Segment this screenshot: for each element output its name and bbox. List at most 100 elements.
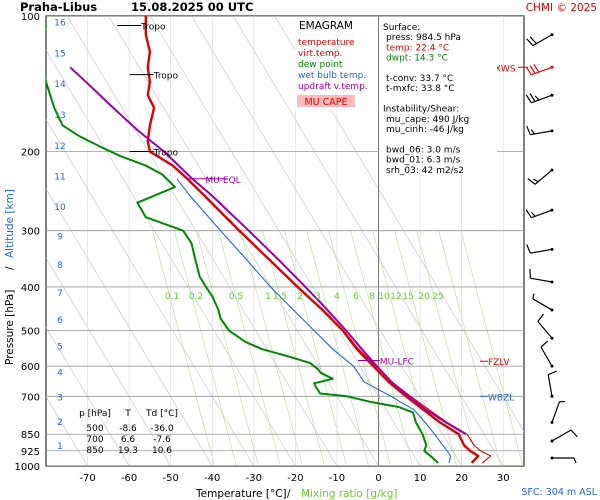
series-updraft-v-temp--line <box>69 66 467 436</box>
wind-barb-station <box>550 247 554 251</box>
mixing-ratio-label: 6 <box>353 292 359 302</box>
wind-barb-feather <box>531 211 536 217</box>
wind-barb-staff <box>540 346 553 367</box>
altitude-tick-label: 16 <box>54 18 66 28</box>
table-cell: 19.3 <box>118 446 138 456</box>
wind-barb-staff <box>531 94 553 104</box>
table-cell: 6.6 <box>121 435 136 445</box>
mixing-ratio-label: 15 <box>402 292 413 302</box>
wind-barb-feather <box>529 93 536 102</box>
y-tick-label: 200 <box>21 147 40 158</box>
info-panel <box>379 17 497 175</box>
y-tick-label: 300 <box>21 227 40 238</box>
profile-lines <box>46 16 492 464</box>
temperature-guide-line <box>46 188 213 466</box>
mixing-ratio-line <box>240 230 303 466</box>
temperature-guide-line <box>46 326 130 466</box>
mixing-ratio-label: 4 <box>334 292 340 302</box>
fzlv-label: FZLV <box>488 358 510 368</box>
info-line: srh_03: 42 m2/s2 <box>386 166 464 176</box>
altitude-tick-label: 9 <box>57 233 63 243</box>
x-tick-label: 20 <box>455 473 468 484</box>
wind-barb-feather <box>547 370 557 376</box>
altitude-tick-label: 6 <box>57 316 63 326</box>
series-wet-bulb-temp--line <box>176 178 451 463</box>
mixing-ratio-line <box>284 230 347 466</box>
mu-cape-badge <box>297 95 355 107</box>
wind-barb-staff <box>530 248 553 254</box>
wind-barb-feather <box>533 178 539 183</box>
legend-item-virt-temp: virt.temp. <box>298 49 342 59</box>
legend-item-wet-bulb: wet bulb temp. <box>298 71 366 81</box>
wind-barb-staff <box>551 429 572 442</box>
series-dew-point-line <box>46 25 439 464</box>
table-cell: 850 <box>86 446 103 456</box>
credit: CHMI © 2025 <box>526 2 597 14</box>
wind-barb-station <box>550 439 554 443</box>
table-cell: -7.6 <box>153 435 171 445</box>
levels-table: p [hPa] T Td [°C] 500 -8.6 -36.0 700 6.6 -7.6 850… <box>79 409 178 456</box>
wind-barb-staff <box>530 277 553 283</box>
altitude-tick-label: 11 <box>54 173 65 183</box>
mu-eql-label: MU-EQL <box>205 176 240 186</box>
sfc-label: SFC: 304 m ASL <box>521 487 597 498</box>
x-tick-label: -70 <box>79 473 95 484</box>
wind-barb-feather <box>537 313 544 322</box>
x-axis-label: Temperature [°C] <box>195 488 287 500</box>
y-axis-label: Pressure [hPa] <box>4 290 16 365</box>
info-line: press: 984.5 hPa <box>386 33 461 43</box>
wind-barb-staff <box>537 320 553 339</box>
wind-barb-station <box>550 308 554 312</box>
mixing-ratio-label: 12 <box>390 292 401 302</box>
mixing-ratio-line <box>218 230 281 466</box>
mixing-ratio-line <box>460 230 524 466</box>
info-line: mu_cape: 490 J/kg <box>386 115 469 125</box>
x-tick-label: 0 <box>375 473 381 484</box>
wind-barb-feather <box>525 94 532 104</box>
x-tick-label: -60 <box>121 473 137 484</box>
temperature-guide-line <box>66 16 338 466</box>
y-tick-label: 700 <box>21 392 40 403</box>
wind-barb-feather <box>532 293 535 300</box>
wind-barb-feather <box>526 244 531 254</box>
tropopause-label: Tropo <box>153 148 179 158</box>
wind-barb-staff <box>534 169 553 185</box>
legend-box <box>295 17 377 109</box>
mixing-ratio-line <box>416 230 480 466</box>
temperature-guide-line <box>232 16 504 466</box>
info-line: dwpt: 14.3 °C <box>386 54 448 64</box>
info-line: Instability/Shear: <box>383 105 459 115</box>
mixing-ratio-label: 10 <box>378 292 390 302</box>
annotation-marks: Tropo Tropo Tropo MU-EQL MU-LFC FZLV WBZL MXWS <box>117 23 528 403</box>
altitude-tick-label: 4 <box>57 368 63 378</box>
wind-barb-feather <box>530 129 535 135</box>
mixing-ratio-line <box>438 230 502 466</box>
table-cell: -36.0 <box>150 424 174 434</box>
table-header-cell: T <box>124 409 131 419</box>
wind-barb-station <box>550 336 554 340</box>
wind-barb-staff <box>531 66 553 76</box>
wind-barb-station <box>550 456 554 460</box>
altitude-tick-label: 15 <box>54 49 65 59</box>
table-cell: 10.6 <box>152 446 172 456</box>
wind-barb-station <box>550 129 554 133</box>
wbzl-label: WBZL <box>488 393 514 403</box>
y-axis-separator: / <box>4 266 16 270</box>
mixing-ratio-label: 1.5 <box>273 292 287 302</box>
y-tick-label: 600 <box>21 362 40 373</box>
tropopause-label: Tropo <box>153 72 179 82</box>
altitude-tick-label: 3 <box>57 394 63 404</box>
wind-barb-staff <box>547 374 553 397</box>
info-line: mu_cinh: -46 J/kg <box>386 125 464 135</box>
wind-barb-feather <box>534 95 540 101</box>
mixing-ratio-line <box>196 230 259 466</box>
wind-barb-feather <box>525 66 532 76</box>
wind-barb-staff <box>532 298 553 311</box>
info-line: t-conv: 33.7 °C <box>386 74 453 84</box>
wind-barb-feather <box>540 340 549 348</box>
wind-barb-feather <box>529 36 537 45</box>
wind-barb-staff <box>551 401 561 423</box>
mxws-label: MXWS <box>487 64 516 74</box>
mixing-ratio-line <box>350 230 413 466</box>
